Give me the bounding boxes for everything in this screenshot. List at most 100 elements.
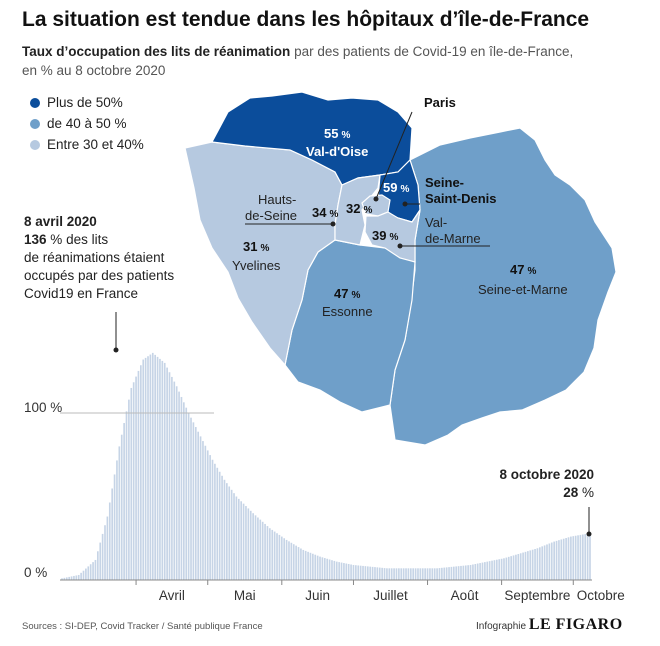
- chart-bar: [335, 561, 338, 580]
- chart-bar: [120, 434, 123, 580]
- chart-bar: [319, 556, 321, 580]
- idf-map: 55% Val-d'Oise 59% Seine- Saint-Denis Pa…: [184, 91, 617, 446]
- chart-bar: [163, 362, 166, 580]
- chart-bar: [92, 562, 94, 580]
- legend-swatch: [30, 97, 40, 108]
- chart-bar: [584, 534, 587, 580]
- chart-bar: [515, 554, 517, 580]
- map-legend: Plus de 50% de 40 à 50 % Entre 30 et 40%: [30, 92, 144, 155]
- chart-bar: [386, 568, 388, 580]
- chart-bar: [171, 376, 173, 580]
- chart-bar: [402, 568, 405, 580]
- chart-bar: [297, 547, 300, 580]
- chart-bar: [498, 559, 501, 580]
- chart-bar: [194, 427, 197, 580]
- chart-bar: [436, 568, 438, 580]
- chart-bar: [144, 357, 147, 580]
- chart-bar: [283, 538, 286, 580]
- chart-bar: [218, 471, 221, 580]
- chart-bar: [527, 551, 529, 580]
- hauts-de-seine-name-1: Hauts-: [258, 192, 296, 207]
- chart-bar: [488, 561, 491, 580]
- dept-hauts-de-seine: [334, 174, 381, 246]
- chart-bar: [491, 560, 493, 580]
- chart-bar: [357, 565, 360, 580]
- chart-bar: [543, 545, 546, 580]
- chart-bar: [424, 568, 426, 580]
- chart-bar: [536, 548, 539, 580]
- chart-bar: [206, 450, 209, 580]
- chart-bar: [426, 568, 429, 580]
- val-de-marne-value: 39%: [372, 228, 398, 243]
- chart-bar: [89, 564, 92, 580]
- chart-bar: [242, 503, 245, 580]
- chart-bar: [280, 536, 283, 580]
- paris-leader-line: [375, 111, 413, 200]
- chart-bar: [565, 538, 567, 580]
- chart-bar: [448, 567, 450, 580]
- chart-bar: [106, 516, 109, 580]
- chart-bar: [405, 568, 407, 580]
- chart-bar: [493, 560, 496, 580]
- chart-bar: [414, 568, 417, 580]
- chart-bar: [233, 493, 235, 580]
- page-subtitle: Taux d’occupation des lits de réanimatio…: [22, 42, 632, 80]
- chart-bar: [378, 567, 381, 580]
- chart-bar: [548, 543, 551, 580]
- brand: Infographie LE FIGARO: [476, 616, 623, 634]
- chart-bar: [70, 576, 73, 580]
- chart-bar: [123, 423, 125, 580]
- chart-bar: [101, 533, 104, 580]
- yvelines-name: Yvelines: [232, 258, 281, 273]
- chart-bar: [68, 576, 70, 580]
- chart-bar: [147, 356, 149, 580]
- chart-bar: [183, 402, 185, 580]
- chart-bar: [495, 559, 498, 580]
- chart-bar: [579, 534, 582, 580]
- latest-marker-dot: [586, 531, 592, 537]
- chart-bar: [199, 436, 202, 580]
- chart-bar: [168, 372, 171, 580]
- chart-bar: [276, 533, 278, 580]
- chart-bar: [507, 556, 510, 580]
- chart-bar: [558, 540, 560, 580]
- chart-bar: [257, 517, 259, 580]
- chart-bar: [128, 399, 130, 580]
- chart-bar: [374, 567, 376, 580]
- legend-item: Entre 30 et 40%: [30, 134, 144, 155]
- chart-bar: [362, 565, 364, 580]
- chart-bar: [304, 550, 307, 580]
- chart-bar: [539, 547, 541, 580]
- chart-bar: [452, 566, 455, 580]
- chart-bar: [197, 431, 200, 580]
- chart-bar: [371, 566, 374, 580]
- chart-bar: [412, 568, 415, 580]
- chart-bar: [285, 539, 288, 580]
- chart-bar: [455, 566, 458, 580]
- chart-bar: [226, 483, 228, 580]
- chart-bar: [151, 352, 154, 580]
- chart-bar: [567, 537, 570, 580]
- peak-date: 8 avril 2020: [24, 214, 97, 229]
- chart-bar: [369, 566, 372, 580]
- peak-line1: 136 % des lits: [24, 231, 174, 249]
- chart-bar: [431, 568, 434, 580]
- val-d-oise-name: Val-d'Oise: [306, 144, 368, 159]
- paris-leader-dot: [373, 196, 379, 202]
- chart-bar: [474, 564, 477, 580]
- chart-bar: [295, 545, 297, 580]
- chart-bar: [173, 381, 176, 580]
- chart-bar: [340, 562, 343, 580]
- chart-bar: [77, 574, 80, 580]
- chart-bar: [254, 515, 257, 580]
- chart-bar: [364, 566, 367, 580]
- chart-bar: [395, 568, 398, 580]
- chart-bar: [266, 526, 269, 580]
- chart-bar: [469, 564, 472, 580]
- seine-et-marne-name: Seine-et-Marne: [478, 282, 568, 297]
- chart-bar: [476, 563, 479, 580]
- chart-bar: [108, 502, 111, 580]
- chart-bar: [249, 510, 252, 580]
- val-de-marne-name-2: de-Marne: [425, 231, 481, 246]
- x-tick-label: Août: [451, 588, 479, 603]
